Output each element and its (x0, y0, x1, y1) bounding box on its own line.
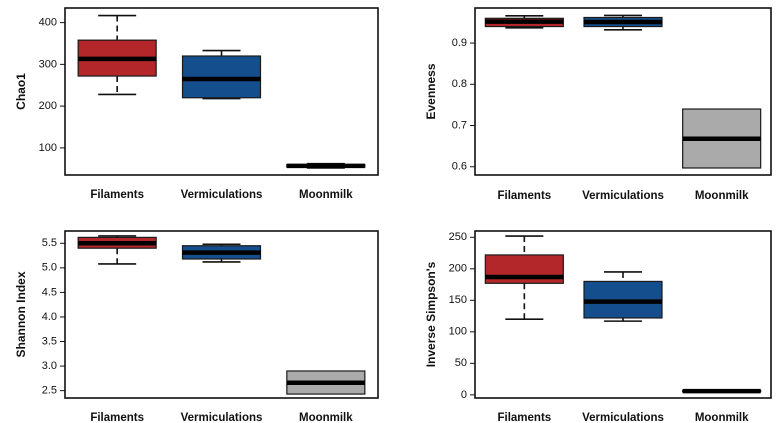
x-category-label-vermiculations: Vermiculations (181, 189, 263, 201)
x-category-label-vermiculations: Vermiculations (181, 412, 263, 423)
x-category-label-filaments: Filaments (497, 412, 551, 423)
y-tick-label: 3.0 (42, 360, 57, 372)
y-tick-label: 4.5 (42, 286, 57, 298)
y-tick-label: 0.9 (452, 37, 467, 49)
box-filaments (77, 235, 157, 265)
x-category-label-moonmilk: Moonmilk (299, 412, 353, 423)
y-tick-label: 4.0 (42, 311, 57, 323)
y-axis-title: Evenness (424, 63, 438, 119)
y-tick-label: 200 (39, 100, 57, 112)
y-tick-label: 2.5 (42, 385, 57, 397)
x-category-label-vermiculations: Vermiculations (582, 412, 664, 423)
panel-evenness: Evenness 0.6 0.7 0.8 0.9 Filaments Vermiculati… (424, 7, 772, 202)
box-vermiculations (181, 243, 262, 263)
box-moonmilk (682, 388, 762, 394)
box-filaments (77, 14, 157, 96)
y-tick-label: 400 (39, 17, 57, 29)
y-tick-label: 0.7 (452, 119, 467, 131)
x-category-label-moonmilk: Moonmilk (695, 190, 749, 202)
y-tick-label: 300 (39, 58, 57, 70)
y-tick-label: 5.0 (42, 262, 57, 274)
x-category-label-filaments: Filaments (90, 412, 144, 423)
x-category-label-vermiculations: Vermiculations (582, 190, 664, 202)
y-axis-title: Inverse Simpson's (424, 261, 438, 367)
box-filaments (484, 235, 564, 321)
y-tick-label: 200 (449, 263, 467, 275)
y-tick-label: 0 (461, 389, 467, 401)
box-vermiculations (583, 271, 663, 322)
panel-chao1: Chao1 100 200 300 400 Filaments Vermiculations… (14, 7, 379, 201)
y-axis-title: Shannon Index (14, 271, 28, 357)
box-moonmilk (286, 162, 366, 169)
box-vermiculations (583, 14, 663, 31)
y-axis-title: Chao1 (14, 73, 28, 110)
x-category-label-filaments: Filaments (497, 190, 551, 202)
y-tick-label: 150 (449, 294, 467, 306)
y-tick-label: 0.8 (452, 78, 467, 90)
plot-frame (64, 7, 379, 176)
box-moonmilk (286, 370, 366, 395)
y-tick-label: 50 (455, 357, 467, 369)
y-tick-label: 3.5 (42, 335, 57, 347)
plot-frame (64, 230, 379, 399)
y-tick-label: 5.5 (42, 237, 57, 249)
plot-frame (474, 230, 772, 399)
box-vermiculations (181, 49, 262, 100)
y-tick-label: 100 (449, 326, 467, 338)
plot-frame (474, 7, 772, 176)
box-moonmilk (682, 108, 762, 169)
y-tick-label: 100 (39, 142, 57, 154)
x-category-label-moonmilk: Moonmilk (695, 412, 749, 423)
panel-shannon: Shannon Index 2.5 3.0 3.5 4.0 4.5 5.0 5.5 Filame… (14, 230, 379, 423)
y-tick-label: 0.6 (452, 161, 467, 173)
y-tick-label: 250 (449, 231, 467, 243)
x-category-label-filaments: Filaments (90, 189, 144, 201)
box-filaments (484, 15, 564, 29)
panel-inverse-simpson: Inverse Simpson's 0 50 100 150 200 250 Filament… (424, 230, 772, 423)
x-category-label-moonmilk: Moonmilk (299, 189, 353, 201)
